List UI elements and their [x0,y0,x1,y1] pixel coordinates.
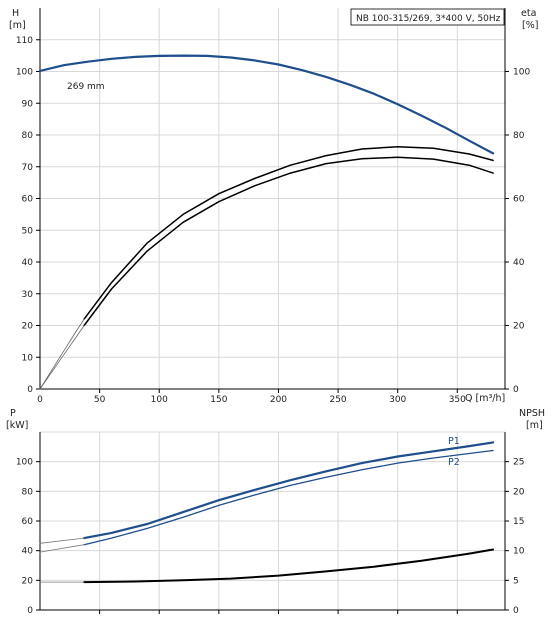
right-tick-label: 60 [513,195,525,205]
right-tick-label: 80 [513,131,525,141]
head-efficiency-panel: H [m] eta [%] Q [m³/h] 0 10 20 30 40 50 60 70 80… [9,8,538,405]
left-tick-label: 60 [22,195,34,205]
left-tick-label: 40 [22,547,34,557]
x-tick-label: 50 [94,395,106,405]
upper-right-tick-labels: 0 20 40 60 80 100 [513,68,530,396]
lower-series [39,441,495,584]
right-tick-label: 0 [513,385,519,395]
left-tick-label: 100 [16,68,33,78]
series-line-0-4 [39,325,85,390]
right-tick-label: 10 [513,547,525,557]
lower-grid [36,431,509,614]
left-tick-label: 60 [22,517,34,527]
x-tick-label: 350 [449,395,466,405]
curve-label-p1: P1 [448,436,460,447]
chart-title: NB 100-315/269, 3*400 V, 50Hz [356,14,501,24]
upper-right-axis-label-top: eta [521,8,536,19]
left-tick-label: 0 [27,606,33,616]
left-tick-label: 40 [22,258,34,268]
x-tick-label: 300 [389,395,406,405]
x-tick-label: 0 [37,395,43,405]
series-line-1-1 [83,449,494,546]
left-tick-label: 80 [22,487,34,497]
right-tick-label: 100 [513,68,530,78]
series-line-1-0 [83,441,495,540]
x-tick-label: 200 [270,395,287,405]
upper-series [38,54,495,390]
left-tick-label: 30 [22,290,34,300]
right-tick-label: 5 [513,576,519,586]
upper-left-tick-labels: 0 10 20 30 40 50 60 70 80 90 100 110 [16,36,33,395]
left-tick-label: 80 [22,131,34,141]
x-tick-label: 250 [329,395,346,405]
lower-right-tick-labels: 0 5 10 15 20 25 [513,458,525,616]
left-tick-label: 20 [22,576,34,586]
lower-right-axis-label-unit: [m] [526,420,543,431]
left-tick-label: 100 [16,458,33,468]
left-tick-label: 110 [16,36,33,46]
lower-left-axis-label-unit: [kW] [6,420,28,431]
x-tick-label: 100 [151,395,168,405]
upper-left-axis-label-unit: [m] [9,20,26,31]
left-tick-label: 90 [22,99,34,109]
x-tick-labels: 0 50 100 150 200 250 300 350 [37,395,466,405]
right-tick-label: 0 [513,606,519,616]
right-tick-label: 20 [513,322,525,332]
chart-title-box [350,8,505,26]
curve-label-p2: P2 [448,457,460,468]
left-tick-label: 70 [22,163,34,173]
right-tick-label: 40 [513,258,525,268]
upper-left-axis-label-top: H [12,8,19,19]
lower-left-tick-labels: 0 20 40 60 80 100 [16,458,33,616]
series-line-0-1 [83,145,494,320]
left-tick-label: 0 [27,385,33,395]
series-line-0-0 [38,54,495,155]
series-line-1-4 [39,544,85,553]
right-tick-label: 15 [513,517,524,527]
x-tick-label: 150 [210,395,227,405]
series-line-1-3 [39,537,85,544]
curve-label-269mm: 269 mm [67,82,105,92]
x-axis-label: Q [m³/h] [465,393,505,404]
lower-left-axis-label-top: P [10,408,16,419]
right-tick-label: 20 [513,487,525,497]
series-line-1-2 [83,548,495,584]
left-tick-label: 10 [22,353,34,363]
right-tick-label: 25 [513,458,524,468]
series-line-0-3 [39,318,85,390]
left-tick-label: 50 [22,226,34,236]
upper-grid [36,8,509,393]
left-tick-label: 20 [22,322,34,332]
upper-right-axis-label-unit: [%] [522,20,538,31]
lower-right-axis-label-top: NPSH [519,408,545,419]
series-line-0-2 [83,156,494,327]
